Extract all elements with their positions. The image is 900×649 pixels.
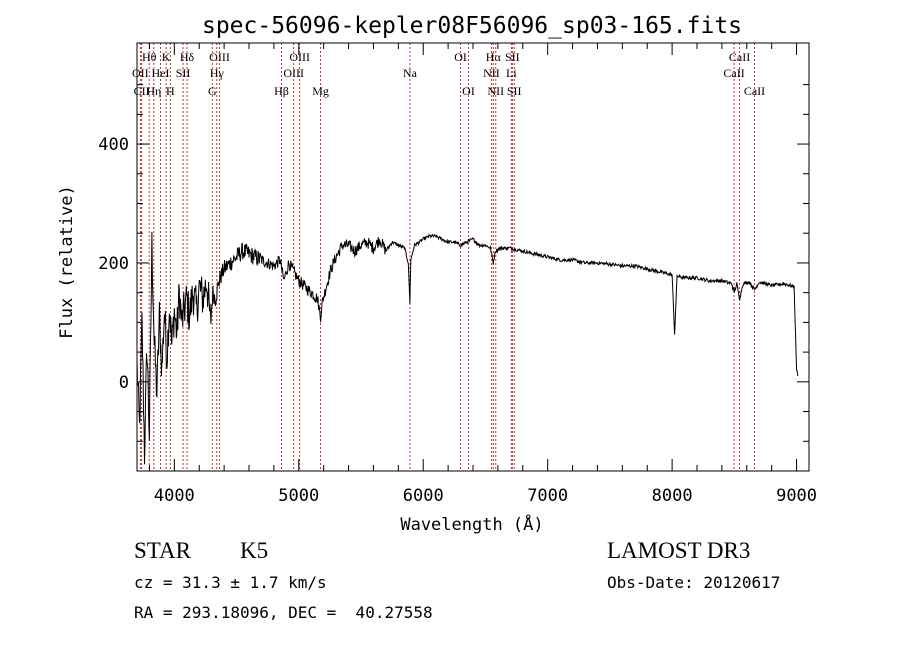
spectral-line-label: K: [162, 50, 171, 64]
spectral-line-label: Na: [403, 66, 418, 80]
chart-title: spec-56096-kepler08F56096_sp03-165.fits: [202, 13, 742, 39]
spectral-line-label: Hδ: [180, 50, 195, 64]
spectral-line-label: SII: [505, 50, 520, 64]
plot-frame: [136, 42, 810, 472]
spectral-line-label: SII: [507, 84, 522, 98]
spectral-line-label: Hγ: [210, 66, 225, 80]
spectral-line-label: Mg: [312, 84, 329, 98]
obs-date-text: Obs-Date: 20120617: [607, 573, 781, 592]
survey-name: LAMOST DR3: [607, 538, 751, 563]
y-axis-label: Flux (relative): [57, 185, 77, 339]
spectral-line-label: OI: [454, 50, 467, 64]
x-tick-label: 6000: [403, 486, 444, 506]
spectrum-line-layer: [136, 231, 799, 465]
object-subclass: K5: [240, 538, 269, 563]
spectrum-series-line: [136, 231, 799, 465]
spectral-line-label: OIII: [283, 66, 304, 80]
axes: 4000 5000 6000 7000 8000 9000 0 200 400: [98, 43, 817, 506]
x-axis-label: Wavelength (Å): [400, 513, 543, 535]
spectral-line-label: Hβ: [274, 84, 289, 98]
spectral-line-label: OII: [132, 66, 149, 80]
coordinates-text: RA = 293.18096, DEC = 40.27558: [134, 603, 433, 622]
spectral-line-label: G: [208, 84, 217, 98]
spectral-line-label: H: [166, 84, 175, 98]
spectral-line-label: OI: [462, 84, 475, 98]
spectral-line-label: SII: [176, 66, 191, 80]
spectral-line-label: Hα: [486, 50, 502, 64]
redshift-text: cz = 31.3 ± 1.7 km/s: [134, 573, 327, 592]
x-tick-label: 4000: [154, 486, 195, 506]
spectral-line-label: NII: [487, 84, 504, 98]
spectral-line-label: HeI: [152, 66, 170, 80]
spectral-line-label: CaII: [723, 66, 744, 80]
spectral-line-label: OIII: [289, 50, 310, 64]
spectral-line-label: Li: [506, 66, 517, 80]
spectral-line-label: NII: [483, 66, 500, 80]
spectral-line-label: OIII: [209, 50, 230, 64]
y-tick-label: 0: [119, 373, 129, 393]
spectral-line-label: CaII: [729, 50, 750, 64]
spectral-line-label: Hθ: [142, 50, 157, 64]
x-tick-label: 5000: [278, 486, 319, 506]
x-tick-label: 9000: [776, 486, 817, 506]
y-tick-label: 400: [98, 135, 129, 155]
spectral-line-label: Hη: [146, 84, 161, 98]
spectral-line-label: CII: [134, 84, 150, 98]
object-class: STAR: [134, 538, 191, 563]
spectral-line-label: CaII: [744, 84, 765, 98]
x-tick-label: 8000: [652, 486, 693, 506]
x-tick-label: 7000: [527, 486, 568, 506]
y-tick-label: 200: [98, 254, 129, 274]
